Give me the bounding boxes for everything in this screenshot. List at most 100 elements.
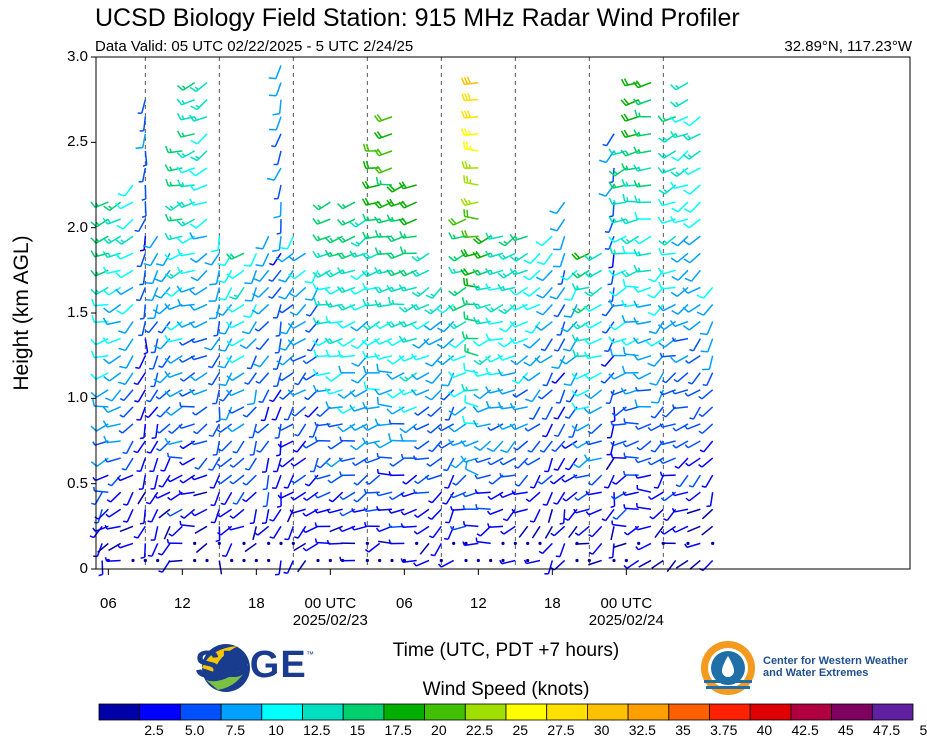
wind-barb-staff xyxy=(692,338,701,352)
wind-barb-half-flag xyxy=(684,543,688,548)
wind-barb-half-flag xyxy=(314,494,319,499)
wind-barb-half-flag xyxy=(378,287,383,292)
wind-barb-half-flag xyxy=(468,130,472,135)
wind-barb-staff xyxy=(575,508,590,514)
wind-barb-staff xyxy=(528,372,541,382)
wind-barb-half-flag xyxy=(490,307,495,311)
wind-barb-staff xyxy=(106,525,121,530)
wind-barb-half-flag xyxy=(215,539,220,543)
wind-barb-flag xyxy=(461,331,466,339)
wind-barb-half-flag xyxy=(429,308,434,313)
wind-barb-staff xyxy=(479,440,492,451)
wind-barb-staff xyxy=(368,474,381,485)
wind-barb-half-flag xyxy=(167,496,172,501)
wind-barb-staff xyxy=(142,270,147,285)
wind-barb-staff xyxy=(318,201,331,211)
wind-barb-flag xyxy=(657,167,664,174)
x-tick-label: 18 xyxy=(543,595,561,612)
wind-barb-flag xyxy=(386,321,393,328)
wind-barb-staff xyxy=(144,150,148,165)
wind-barb-staff xyxy=(514,320,528,328)
wind-barb-half-flag xyxy=(400,453,404,459)
wind-barb-staff xyxy=(285,321,294,335)
wind-barb-half-flag xyxy=(502,272,507,277)
wind-barb-flag xyxy=(287,389,294,396)
wind-barb-flag xyxy=(386,269,392,277)
wind-barb-flag xyxy=(525,398,533,403)
wind-barb-flag xyxy=(251,292,260,298)
wind-barb-half-flag xyxy=(487,495,492,500)
wind-barb-staff xyxy=(196,133,208,145)
wind-barb-flag xyxy=(598,192,606,197)
wind-barb-staff xyxy=(96,389,109,398)
wind-barb-staff xyxy=(431,286,442,299)
wind-barb-staff xyxy=(272,508,282,522)
wind-barb-half-flag xyxy=(135,366,140,370)
wind-barb-staff xyxy=(245,491,257,503)
wind-barb-staff xyxy=(653,303,664,316)
wind-barb-half-flag xyxy=(133,450,138,454)
cw3e-name-line2: and Water Extremes xyxy=(763,667,869,679)
wind-barb-staff xyxy=(168,440,183,446)
wind-barb-half-flag xyxy=(119,397,125,402)
wind-barb-staff xyxy=(272,525,282,539)
wind-barb-flag xyxy=(350,242,358,247)
wind-barb-staff xyxy=(244,542,257,553)
wind-barb-staff xyxy=(161,542,171,556)
wind-barb-flag xyxy=(338,365,342,374)
wind-barb-half-flag xyxy=(147,554,153,557)
wind-barb-staff xyxy=(610,270,615,285)
wind-barb-flag xyxy=(485,232,490,240)
wind-barb-half-flag xyxy=(647,495,652,500)
wind-barb-half-flag xyxy=(622,406,626,412)
wind-barb-half-flag xyxy=(354,221,359,226)
wind-barb-half-flag xyxy=(379,232,382,238)
wind-barb-staff xyxy=(328,542,343,545)
wind-barb-half-flag xyxy=(561,478,566,483)
wind-barb-staff xyxy=(355,457,368,467)
colorbar-tick-label: 40 xyxy=(756,722,773,738)
wind-barb-flag xyxy=(304,298,313,301)
wind-barb-half-flag xyxy=(539,449,545,453)
wind-barb-flag xyxy=(436,359,444,366)
wind-barb-half-flag xyxy=(553,468,558,471)
wind-barb-flag xyxy=(337,236,344,243)
wind-barb-half-flag xyxy=(290,462,295,467)
colorbar-tick-label: 7.5 xyxy=(225,722,246,738)
wind-barb-staff xyxy=(168,559,183,563)
wind-barb-half-flag xyxy=(304,414,309,418)
wind-barb-staff xyxy=(655,372,664,386)
wind-barb-staff xyxy=(559,321,566,336)
wind-barb-half-flag xyxy=(133,535,138,539)
wind-barb-half-flag xyxy=(687,381,693,385)
wind-barb-staff xyxy=(122,218,134,230)
wind-barb-flag xyxy=(289,311,297,316)
wind-barb-staff xyxy=(689,116,701,127)
wind-barb-flag xyxy=(375,176,379,185)
wind-barb-staff xyxy=(687,440,701,449)
wind-barb-flag xyxy=(447,304,454,312)
wind-barb-staff xyxy=(261,389,270,403)
wind-barb-half-flag xyxy=(685,497,690,502)
wind-barb-staff xyxy=(502,423,516,431)
wind-barb-staff xyxy=(193,389,208,396)
wind-barb-staff xyxy=(225,406,233,421)
wind-barb-half-flag xyxy=(514,269,518,275)
wind-barb-staff xyxy=(576,389,590,397)
calm-dot xyxy=(538,541,542,546)
wind-barb-flag xyxy=(509,402,515,411)
wind-barb-staff xyxy=(701,508,714,520)
wind-barb-staff xyxy=(517,457,529,469)
wind-barb-flag xyxy=(648,330,657,335)
wind-barb-half-flag xyxy=(671,337,675,342)
wind-barb-flag xyxy=(116,224,124,230)
wind-barb-staff xyxy=(120,201,134,210)
wind-barb-staff xyxy=(378,423,393,427)
wind-barb-staff xyxy=(677,457,689,469)
wind-barb-flag xyxy=(623,98,630,105)
wind-barb-staff xyxy=(526,559,541,565)
wind-barb-half-flag xyxy=(650,449,655,453)
wind-barb-flag xyxy=(536,261,545,266)
wind-barb-flag xyxy=(337,350,342,358)
wind-barb-staff xyxy=(447,372,455,386)
